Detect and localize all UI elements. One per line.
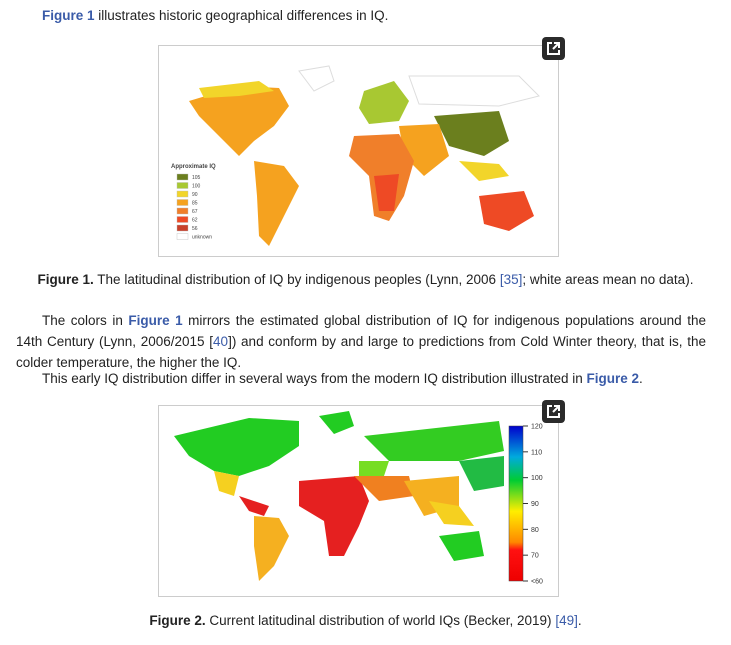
current-iq-map: 120 110 100 90 80 70 <60	[174, 411, 543, 586]
legend-label: 67	[192, 209, 198, 215]
colorbar-tick-label: 80	[531, 527, 539, 534]
ref-35-link[interactable]: [35]	[499, 272, 523, 287]
legend-swatch	[176, 199, 189, 206]
intro-text: illustrates historic geographical differ…	[94, 8, 389, 23]
legend-title: Approximate IQ	[171, 164, 216, 170]
external-link-icon	[547, 405, 560, 418]
legend-swatch	[176, 216, 189, 223]
expand-figure2-button[interactable]	[542, 400, 565, 423]
legend-swatch	[176, 182, 189, 189]
legend-swatch	[176, 190, 189, 198]
colorbar-tick-label: 120	[531, 424, 543, 431]
historic-iq-map: Approximate IQ 105 100 90 85 67 62 56 unknown	[171, 65, 540, 246]
ref-40-link[interactable]: 40	[213, 334, 229, 349]
legend-label: 105	[192, 175, 201, 181]
legend-label: 100	[192, 184, 201, 190]
paragraph-2: This early IQ distribution differ in sev…	[42, 371, 643, 386]
legend-label: 90	[192, 192, 198, 198]
figure1-image: Approximate IQ 105 100 90 85 67 62 56 unknown	[158, 37, 565, 257]
legend-label: unknown	[192, 235, 212, 241]
legend-label: 62	[192, 218, 198, 224]
colorbar-tick-label: 90	[531, 501, 539, 508]
ref-49-link[interactable]: [49]	[555, 613, 578, 628]
legend-swatch	[176, 233, 189, 240]
expand-figure1-button[interactable]	[542, 37, 565, 60]
figure1-link[interactable]: Figure 1	[42, 8, 95, 23]
figure1-link[interactable]: Figure 1	[128, 313, 183, 328]
legend-swatch	[176, 173, 189, 181]
figure2-caption: Figure 2. Current latitudinal distributi…	[149, 613, 582, 628]
legend-label: 85	[192, 201, 198, 207]
figure1-caption: Figure 1. The latitudinal distribution o…	[37, 272, 694, 287]
paragraph-1: The colors in Figure 1 mirrors the estim…	[16, 313, 706, 370]
figure2-link[interactable]: Figure 2	[586, 371, 639, 386]
colorbar-tick-label: 100	[531, 475, 543, 482]
legend-label: 56	[192, 226, 198, 232]
colorbar-tick-label: 110	[531, 449, 542, 456]
legend-swatch	[176, 224, 189, 232]
figure2-image: 120 110 100 90 80 70 <60	[158, 400, 565, 597]
intro-paragraph: Figure 1 illustrates historic geographic…	[42, 5, 731, 26]
legend-swatch	[176, 207, 189, 215]
colorbar-tick-label: 70	[531, 553, 539, 560]
external-link-icon	[547, 42, 560, 55]
colorbar-tick-label: <60	[531, 579, 543, 586]
